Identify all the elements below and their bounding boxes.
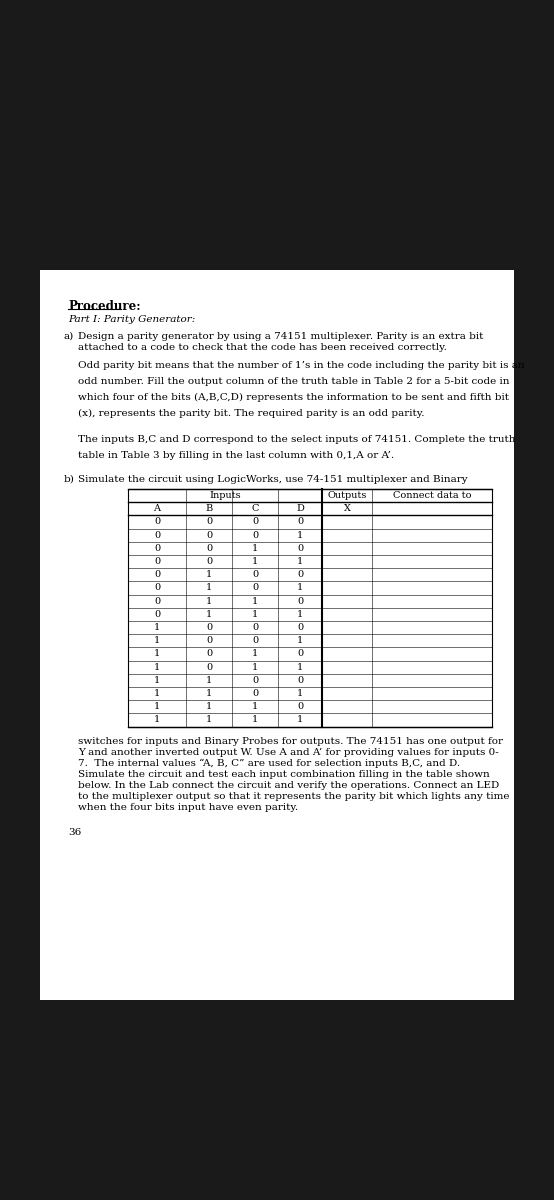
Text: 1: 1 — [154, 676, 160, 685]
Text: 0: 0 — [206, 544, 212, 553]
Text: 0: 0 — [297, 570, 303, 580]
Text: 0: 0 — [154, 517, 160, 527]
Text: 1: 1 — [206, 689, 212, 698]
Text: Inputs: Inputs — [209, 491, 241, 500]
Text: 0: 0 — [252, 530, 258, 540]
Text: Outputs: Outputs — [327, 491, 367, 500]
Text: 1: 1 — [154, 623, 160, 632]
Text: 0: 0 — [252, 623, 258, 632]
Text: 0: 0 — [206, 623, 212, 632]
Text: 1: 1 — [154, 715, 160, 725]
Text: 0: 0 — [252, 689, 258, 698]
Text: attached to a code to check that the code has been received correctly.: attached to a code to check that the cod… — [78, 343, 447, 352]
Text: 1: 1 — [154, 689, 160, 698]
Text: 1: 1 — [154, 662, 160, 672]
Text: 0: 0 — [154, 530, 160, 540]
Text: 0: 0 — [297, 702, 303, 712]
Text: when the four bits input have even parity.: when the four bits input have even parit… — [78, 803, 298, 811]
Text: 1: 1 — [206, 676, 212, 685]
Text: 1: 1 — [206, 570, 212, 580]
Text: 0: 0 — [206, 662, 212, 672]
Text: switches for inputs and Binary Probes for outputs. The 74151 has one output for: switches for inputs and Binary Probes fo… — [78, 737, 503, 745]
Text: 1: 1 — [154, 702, 160, 712]
Text: 1: 1 — [252, 557, 258, 566]
Text: 1: 1 — [252, 596, 258, 606]
Text: which four of the bits (A,B,C,D) represents the information to be sent and fifth: which four of the bits (A,B,C,D) represe… — [78, 392, 509, 402]
Text: 0: 0 — [297, 649, 303, 659]
Text: C: C — [252, 504, 259, 514]
Text: 0: 0 — [206, 557, 212, 566]
Text: a): a) — [64, 332, 74, 341]
Text: 0: 0 — [297, 596, 303, 606]
Text: 0: 0 — [206, 636, 212, 646]
Text: Odd parity bit means that the number of 1’s in the code including the parity bit: Odd parity bit means that the number of … — [78, 361, 525, 370]
Text: X: X — [343, 504, 351, 514]
Text: below. In the Lab connect the circuit and verify the operations. Connect an LED: below. In the Lab connect the circuit an… — [78, 781, 499, 790]
Text: B: B — [206, 504, 213, 514]
Text: Procedure:: Procedure: — [68, 300, 141, 313]
Text: 1: 1 — [297, 662, 303, 672]
Bar — [128, 490, 492, 726]
Text: A: A — [153, 504, 161, 514]
Text: 1: 1 — [206, 596, 212, 606]
Text: 0: 0 — [206, 649, 212, 659]
Text: 0: 0 — [154, 610, 160, 619]
Text: Y and another inverted output W. Use A and A’ for providing values for inputs 0-: Y and another inverted output W. Use A a… — [78, 748, 499, 757]
Text: Connect data to: Connect data to — [393, 491, 471, 500]
Text: 0: 0 — [206, 530, 212, 540]
Text: 1: 1 — [206, 583, 212, 593]
Text: 1: 1 — [252, 544, 258, 553]
Text: Design a parity generator by using a 74151 multiplexer. Parity is an extra bit: Design a parity generator by using a 741… — [78, 332, 484, 341]
Text: 0: 0 — [297, 623, 303, 632]
Text: 0: 0 — [252, 570, 258, 580]
Text: 0: 0 — [206, 517, 212, 527]
Text: to the multiplexer output so that it represents the parity bit which lights any : to the multiplexer output so that it rep… — [78, 792, 510, 800]
Text: 0: 0 — [252, 583, 258, 593]
Text: 0: 0 — [297, 676, 303, 685]
Text: 1: 1 — [297, 689, 303, 698]
Text: 1: 1 — [297, 715, 303, 725]
Text: Simulate the circuit and test each input combination filling in the table shown: Simulate the circuit and test each input… — [78, 769, 490, 779]
Text: 1: 1 — [297, 636, 303, 646]
Text: 1: 1 — [206, 610, 212, 619]
Text: 0: 0 — [252, 676, 258, 685]
Text: (x), represents the parity bit. The required parity is an odd parity.: (x), represents the parity bit. The requ… — [78, 409, 424, 418]
Text: 1: 1 — [206, 702, 212, 712]
Text: 0: 0 — [252, 517, 258, 527]
Text: 1: 1 — [297, 583, 303, 593]
Text: D: D — [296, 504, 304, 514]
Text: 0: 0 — [252, 636, 258, 646]
Text: The inputs B,C and D correspond to the select inputs of 74151. Complete the trut: The inputs B,C and D correspond to the s… — [78, 434, 516, 444]
Text: 1: 1 — [297, 557, 303, 566]
Text: odd number. Fill the output column of the truth table in Table 2 for a 5-bit cod: odd number. Fill the output column of th… — [78, 377, 510, 386]
Text: 0: 0 — [154, 557, 160, 566]
Text: 0: 0 — [154, 596, 160, 606]
Text: 1: 1 — [154, 649, 160, 659]
Text: 1: 1 — [252, 610, 258, 619]
Text: 0: 0 — [154, 544, 160, 553]
Text: 1: 1 — [206, 715, 212, 725]
Text: Simulate the circuit using LogicWorks, use 74-151 multiplexer and Binary: Simulate the circuit using LogicWorks, u… — [78, 475, 468, 484]
Text: 1: 1 — [252, 715, 258, 725]
Text: b): b) — [64, 475, 75, 484]
Text: 1: 1 — [252, 649, 258, 659]
Text: 0: 0 — [297, 517, 303, 527]
Text: 36: 36 — [68, 828, 81, 836]
Bar — [40, 270, 514, 1000]
Text: 1: 1 — [297, 530, 303, 540]
Text: 0: 0 — [154, 583, 160, 593]
Text: 0: 0 — [297, 544, 303, 553]
Text: 1: 1 — [252, 662, 258, 672]
Text: 1: 1 — [252, 702, 258, 712]
Text: 1: 1 — [154, 636, 160, 646]
Text: 0: 0 — [154, 570, 160, 580]
Text: 7.  The internal values “A, B, C” are used for selection inputs B,C, and D.: 7. The internal values “A, B, C” are use… — [78, 758, 460, 768]
Text: table in Table 3 by filling in the last column with 0,1,A or A’.: table in Table 3 by filling in the last … — [78, 451, 394, 460]
Text: 1: 1 — [297, 610, 303, 619]
Text: Part I: Parity Generator:: Part I: Parity Generator: — [68, 314, 195, 324]
